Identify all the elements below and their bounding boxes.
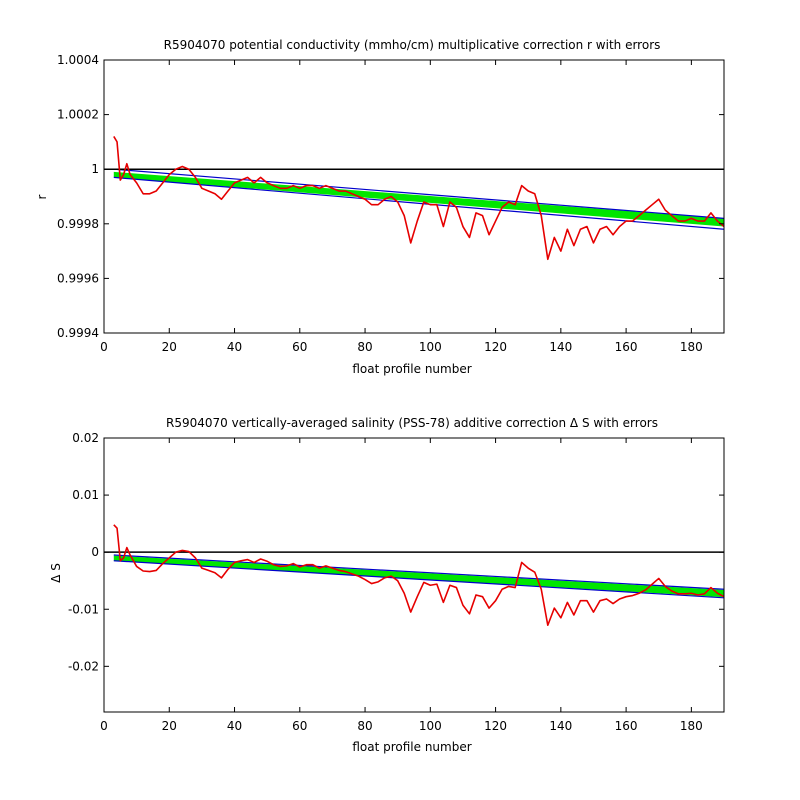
top-chart-xtick-label: 20 xyxy=(162,340,177,354)
bottom-chart-ytick-label: 0.02 xyxy=(72,431,99,445)
top-chart-ytick-label: 1.0002 xyxy=(57,108,99,122)
bottom-chart-ytick-label: 0.01 xyxy=(72,488,99,502)
bottom-chart-xlabel: float profile number xyxy=(352,740,471,754)
top-chart-xtick-label: 180 xyxy=(680,340,703,354)
top-chart-axes-frame xyxy=(103,59,725,334)
bottom-chart-xtick-label: 140 xyxy=(549,719,572,733)
top-chart-xtick-label: 40 xyxy=(227,340,242,354)
bottom-chart-xtick-label: 180 xyxy=(680,719,703,733)
bottom-chart-xtick-label: 40 xyxy=(227,719,242,733)
bottom-chart-plot-area xyxy=(104,524,724,627)
bottom-chart-xtick-label: 0 xyxy=(100,719,108,733)
bottom-chart-ytick-label: -0.01 xyxy=(68,602,99,616)
top-chart-band-lower-line xyxy=(113,176,724,230)
top-chart-xtick-label: 140 xyxy=(549,340,572,354)
bottom-chart: R5904070 vertically-averaged salinity (P… xyxy=(49,416,725,754)
top-chart-error-band xyxy=(113,171,724,227)
top-chart-xlabel: float profile number xyxy=(352,362,471,376)
top-chart-ytick-label: 0.9994 xyxy=(57,326,99,340)
top-chart-ytick-label: 0.9996 xyxy=(57,271,99,285)
top-chart-xtick-label: 120 xyxy=(484,340,507,354)
top-chart-xtick-label: 0 xyxy=(100,340,108,354)
top-chart-plot-area xyxy=(104,136,724,261)
bottom-chart-axes-frame xyxy=(103,437,725,713)
top-chart-title: R5904070 potential conductivity (mmho/cm… xyxy=(164,38,661,52)
top-chart-xtick-label: 160 xyxy=(615,340,638,354)
bottom-chart-xtick-label: 20 xyxy=(162,719,177,733)
bottom-chart-ytick-label: 0 xyxy=(91,545,99,559)
top-chart-band-upper-line xyxy=(113,168,724,219)
bottom-chart-xtick-label: 60 xyxy=(292,719,307,733)
bottom-chart-ytick-label: -0.02 xyxy=(68,659,99,673)
top-chart-series-line xyxy=(113,136,724,261)
bottom-chart-series-line xyxy=(113,524,724,627)
top-chart-xtick-label: 100 xyxy=(419,340,442,354)
bottom-chart-ylabel: Δ S xyxy=(49,563,63,583)
bottom-chart-title: R5904070 vertically-averaged salinity (P… xyxy=(166,416,658,430)
top-chart: R5904070 potential conductivity (mmho/cm… xyxy=(35,38,725,376)
bottom-chart-band-lower-line xyxy=(113,560,724,599)
bottom-chart-xtick-label: 120 xyxy=(484,719,507,733)
top-chart-plot: 0 20 40 60 80 100 120 140 160 180 0.9994 0.9996 0.99… xyxy=(57,53,725,354)
bottom-chart-xtick-label: 100 xyxy=(419,719,442,733)
bottom-chart-error-band xyxy=(113,555,724,598)
bottom-chart-xtick-label: 160 xyxy=(615,719,638,733)
bottom-chart-band-upper-line xyxy=(113,554,724,590)
top-chart-ytick-label: 1.0004 xyxy=(57,53,99,67)
bottom-chart-plot: 0 20 40 60 80 100 120 140 160 180 -0.02 -0.01 0 0.01 0… xyxy=(68,431,725,733)
top-chart-ytick-label: 1 xyxy=(91,162,99,176)
bottom-chart-xtick-label: 80 xyxy=(357,719,372,733)
top-chart-ylabel: r xyxy=(35,194,49,199)
top-chart-ytick-label: 0.9998 xyxy=(57,217,99,231)
top-chart-xtick-label: 80 xyxy=(357,340,372,354)
top-chart-xtick-label: 60 xyxy=(292,340,307,354)
